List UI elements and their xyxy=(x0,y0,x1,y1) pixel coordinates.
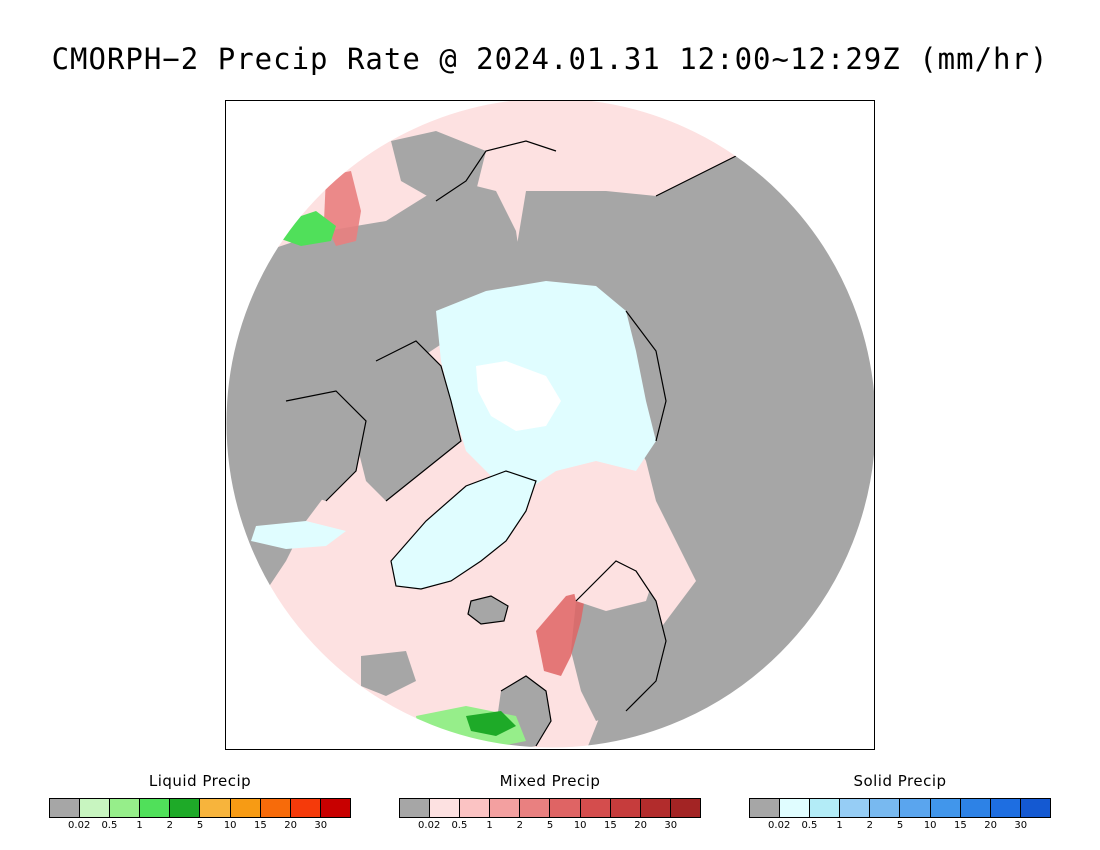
legend-liquid: Liquid Precip 0.02 0.5 1 2 5 10 15 20 30 xyxy=(49,772,351,834)
legend-swatch xyxy=(230,799,261,817)
legend-tick-label: 20 xyxy=(284,820,297,831)
legend-swatch xyxy=(490,799,521,817)
legend-tick-label: 1 xyxy=(136,820,143,831)
legend-solid-swatches xyxy=(749,798,1051,818)
pole-white-patch xyxy=(476,361,561,431)
legend-swatch xyxy=(670,799,700,817)
legend-tick-label: 10 xyxy=(223,820,237,831)
map-frame xyxy=(225,100,875,750)
legend-swatch xyxy=(460,799,491,817)
coastlines xyxy=(285,140,787,747)
legend-tick-label: 0.02 xyxy=(768,820,791,831)
legend-swatch xyxy=(520,799,551,817)
legend-swatch xyxy=(960,799,991,817)
legend-tick-label: 30 xyxy=(664,820,678,831)
iceland xyxy=(468,596,508,624)
legend-liquid-ticks: 0.02 0.5 1 2 5 10 15 20 30 xyxy=(49,820,351,834)
legend-liquid-title: Liquid Precip xyxy=(148,772,252,790)
legend-swatch xyxy=(430,799,461,817)
legend-tick-label: 5 xyxy=(196,820,204,831)
legend-mixed-title: Mixed Precip xyxy=(499,772,601,790)
canada-solid-patch xyxy=(251,521,346,549)
legend-tick-label: 0.02 xyxy=(68,820,91,831)
legend-tick-label: 0.5 xyxy=(101,820,118,831)
legend-tick-label: 5 xyxy=(546,820,554,831)
legend-tick-label: 30 xyxy=(1014,820,1028,831)
legend-swatch xyxy=(1020,799,1050,817)
legend-swatch xyxy=(840,799,871,817)
legend-swatch xyxy=(110,799,141,817)
canadian-archipelago xyxy=(356,341,461,501)
legend-tick-label: 15 xyxy=(954,820,967,831)
legend-tick-label: 15 xyxy=(604,820,617,831)
legend-swatch xyxy=(640,799,671,817)
legend-tick-label: 20 xyxy=(634,820,647,831)
legend-solid: Solid Precip 0.02 0.5 1 2 5 10 15 20 30 xyxy=(749,772,1051,834)
legend-tick-label: 1 xyxy=(836,820,843,831)
norwegian-sea-mixed-band xyxy=(536,591,586,676)
legend-tick-label: 0.5 xyxy=(451,820,468,831)
legend-solid-title: Solid Precip xyxy=(853,772,947,790)
legend-swatch xyxy=(170,799,201,817)
legend-swatch xyxy=(750,799,781,817)
s-liquid-core xyxy=(466,711,516,736)
greenland-solid-precip xyxy=(391,471,536,589)
legend-swatch xyxy=(550,799,581,817)
legend-swatch xyxy=(140,799,171,817)
legend-solid-ticks: 0.02 0.5 1 2 5 10 15 20 30 xyxy=(749,820,1051,834)
legend-tick-label: 0.5 xyxy=(801,820,818,831)
legend-swatch xyxy=(810,799,841,817)
legend-swatch xyxy=(930,799,961,817)
legend-tick-label: 0.02 xyxy=(418,820,441,831)
legend-tick-label: 15 xyxy=(254,820,267,831)
legend-mixed-ticks: 0.02 0.5 1 2 5 10 15 20 30 xyxy=(399,820,701,834)
legend-tick-label: 1 xyxy=(486,820,493,831)
legend-liquid-swatches xyxy=(49,798,351,818)
map-title: CMORPH−2 Precip Rate @ 2024.01.31 12:00~… xyxy=(51,42,1049,76)
legend-swatch xyxy=(870,799,901,817)
legend-swatch xyxy=(610,799,641,817)
legend-swatch xyxy=(200,799,231,817)
legend-swatch xyxy=(900,799,931,817)
legend-tick-label: 2 xyxy=(166,820,173,831)
legend-swatch xyxy=(50,799,81,817)
polar-map xyxy=(226,101,874,749)
atlantic-no-precip-patch xyxy=(361,651,416,696)
legend-tick-label: 10 xyxy=(573,820,587,831)
legend-mixed: Mixed Precip 0.02 0.5 1 2 5 10 15 20 30 xyxy=(399,772,701,834)
legend-swatch xyxy=(320,799,350,817)
hudson-region xyxy=(276,391,366,501)
legend-swatch xyxy=(400,799,431,817)
legend-tick-label: 10 xyxy=(923,820,937,831)
legend-swatch xyxy=(260,799,291,817)
europe-mixed-patch xyxy=(566,546,656,611)
legend-swatch xyxy=(780,799,811,817)
legend-tick-label: 2 xyxy=(516,820,523,831)
legend-tick-label: 2 xyxy=(866,820,873,831)
legend-tick-label: 5 xyxy=(896,820,904,831)
legend-mixed-swatches xyxy=(399,798,701,818)
legend-swatch xyxy=(290,799,321,817)
legend-tick-label: 30 xyxy=(314,820,328,831)
legend-tick-label: 20 xyxy=(984,820,997,831)
legend-swatch xyxy=(990,799,1021,817)
disk-edge xyxy=(226,101,874,749)
legend-swatch xyxy=(80,799,111,817)
legend-swatch xyxy=(580,799,611,817)
